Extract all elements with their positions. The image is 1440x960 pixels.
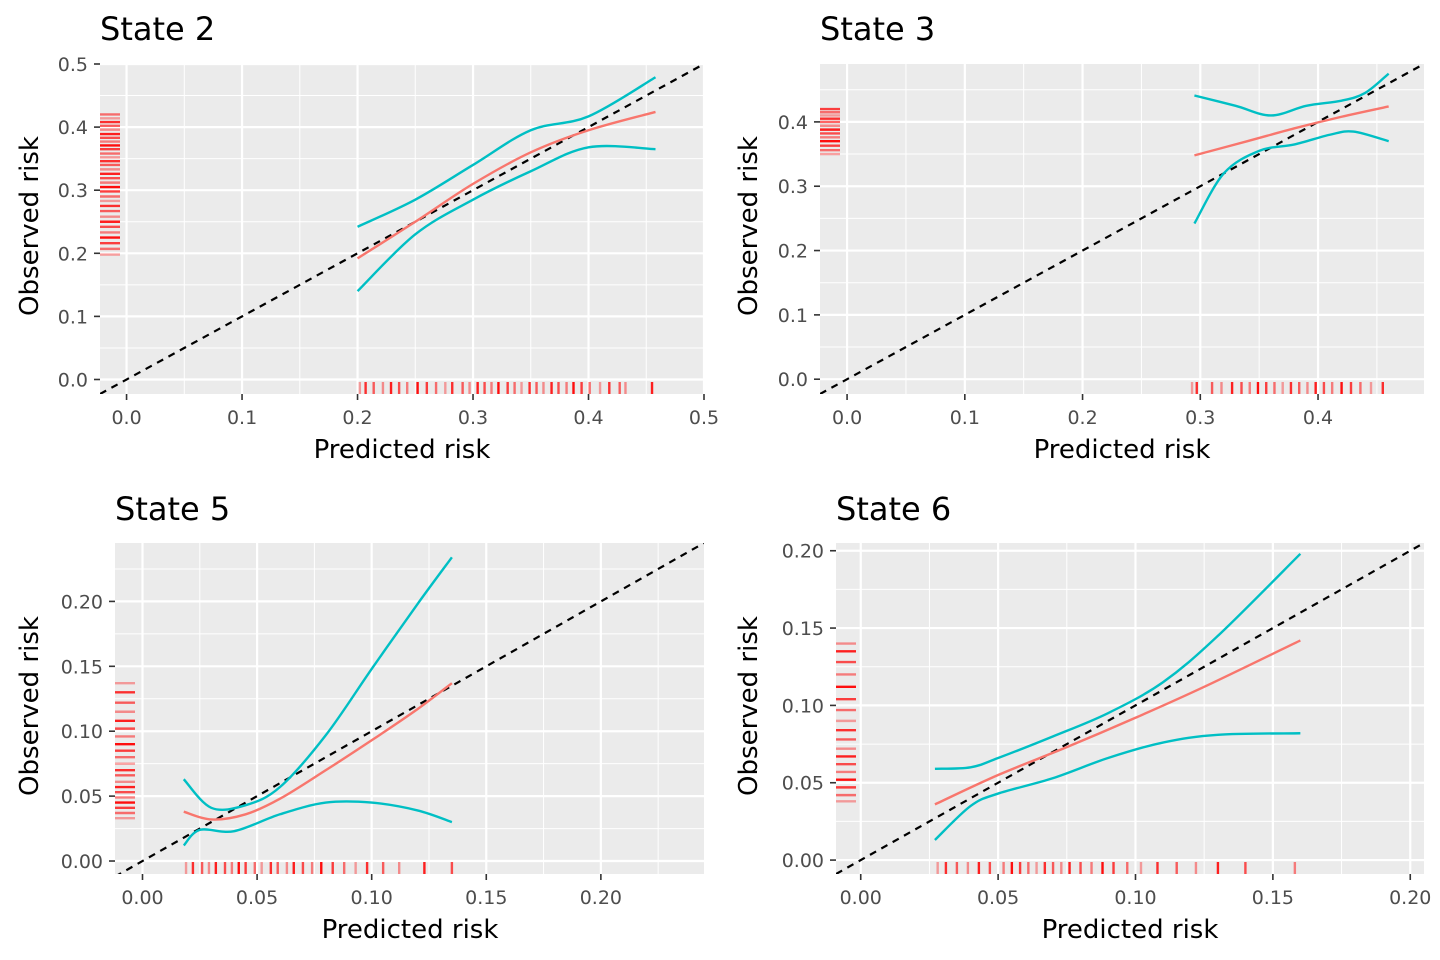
x-axis-title: Predicted risk — [1034, 435, 1211, 465]
panel-state-6: State 6 Predicted risk Observed risk 0.0… — [734, 490, 1431, 945]
y-tick-label: 0.1 — [778, 305, 808, 327]
x-axis-title: Predicted risk — [322, 915, 499, 945]
y-tick-label: 0.0 — [778, 369, 808, 391]
y-tick-label: 0.5 — [58, 54, 88, 76]
series-line-calibration — [1194, 105, 1389, 157]
data-layer — [836, 543, 1424, 874]
y-tick-label: 0.10 — [61, 721, 103, 743]
y-tick-label: 0.20 — [61, 591, 103, 613]
x-tick-label: 0.4 — [573, 407, 603, 429]
x-tick-label: 0.4 — [1303, 407, 1333, 429]
x-tick-label: 0.15 — [1252, 887, 1294, 909]
series-line-calibration — [356, 110, 656, 260]
x-tick-label: 0.2 — [1067, 407, 1097, 429]
y-tick-label: 0.2 — [778, 241, 808, 263]
y-axis-title: Observed risk — [15, 136, 45, 316]
panel-title: State 6 — [836, 490, 951, 528]
y-axis-title: Observed risk — [734, 136, 764, 316]
y-tick-label: 0.3 — [58, 180, 88, 202]
y-tick-label: 0.4 — [778, 112, 808, 134]
y-tick-label: 0.4 — [58, 117, 88, 139]
x-tick-label: 0.1 — [950, 407, 980, 429]
y-tick-label: 0.00 — [782, 850, 824, 872]
data-layer — [115, 543, 704, 874]
x-tick-label: 0.0 — [111, 407, 141, 429]
data-layer — [100, 64, 704, 394]
series-line-ci_lower — [1193, 130, 1390, 225]
panel-title: State 3 — [820, 10, 935, 48]
y-axis-title: Observed risk — [15, 616, 45, 796]
panel-title: State 2 — [100, 10, 215, 48]
series-line-ci_upper — [1194, 72, 1390, 117]
x-tick-label: 0.0 — [832, 407, 862, 429]
panel-state-3: State 3 Predicted risk Observed risk 0.0… — [734, 10, 1424, 465]
y-tick-label: 0.15 — [61, 656, 103, 678]
x-axis-title: Predicted risk — [1042, 915, 1219, 945]
series-line-ci_upper — [357, 76, 657, 228]
x-axis-title: Predicted risk — [314, 435, 491, 465]
series-line-ci_lower — [934, 732, 1301, 841]
x-tick-label: 0.10 — [351, 887, 393, 909]
data-layer — [820, 64, 1424, 394]
y-tick-label: 0.2 — [58, 243, 88, 265]
panel-state-2: State 2 Predicted risk Observed risk 0.0… — [15, 10, 719, 465]
diagonal-reference-line — [836, 543, 1424, 874]
x-tick-label: 0.05 — [977, 887, 1019, 909]
series-line-calibration — [934, 639, 1301, 806]
series-line-calibration — [183, 682, 453, 821]
x-tick-label: 0.10 — [1114, 887, 1156, 909]
y-tick-label: 0.05 — [782, 773, 824, 795]
x-tick-label: 0.05 — [236, 887, 278, 909]
x-tick-label: 0.3 — [458, 407, 488, 429]
x-tick-label: 0.2 — [342, 407, 372, 429]
series-line-ci_upper — [182, 556, 453, 811]
panel-title: State 5 — [115, 490, 230, 528]
panel-state-5: State 5 Predicted risk Observed risk 0.0… — [15, 490, 704, 945]
x-tick-label: 0.15 — [465, 887, 507, 909]
y-axis-title: Observed risk — [734, 616, 764, 796]
x-tick-label: 0.3 — [1185, 407, 1215, 429]
diagonal-reference-line — [820, 64, 1424, 394]
x-tick-label: 0.20 — [580, 887, 622, 909]
x-tick-label: 0.5 — [689, 407, 719, 429]
series-line-ci_lower — [356, 144, 656, 293]
y-tick-label: 0.1 — [58, 306, 88, 328]
y-tick-label: 0.3 — [778, 176, 808, 198]
x-tick-label: 0.00 — [121, 887, 163, 909]
x-tick-label: 0.20 — [1389, 887, 1431, 909]
y-tick-label: 0.20 — [782, 541, 824, 563]
diagonal-reference-line — [117, 543, 704, 874]
y-tick-label: 0.10 — [782, 695, 824, 717]
y-tick-label: 0.15 — [782, 618, 824, 640]
y-tick-label: 0.05 — [61, 786, 103, 808]
x-tick-label: 0.00 — [840, 887, 882, 909]
series-line-ci_upper — [934, 552, 1302, 771]
x-tick-label: 0.1 — [227, 407, 257, 429]
y-tick-label: 0.0 — [58, 369, 88, 391]
series-line-ci_lower — [182, 800, 453, 847]
y-tick-label: 0.00 — [61, 851, 103, 873]
